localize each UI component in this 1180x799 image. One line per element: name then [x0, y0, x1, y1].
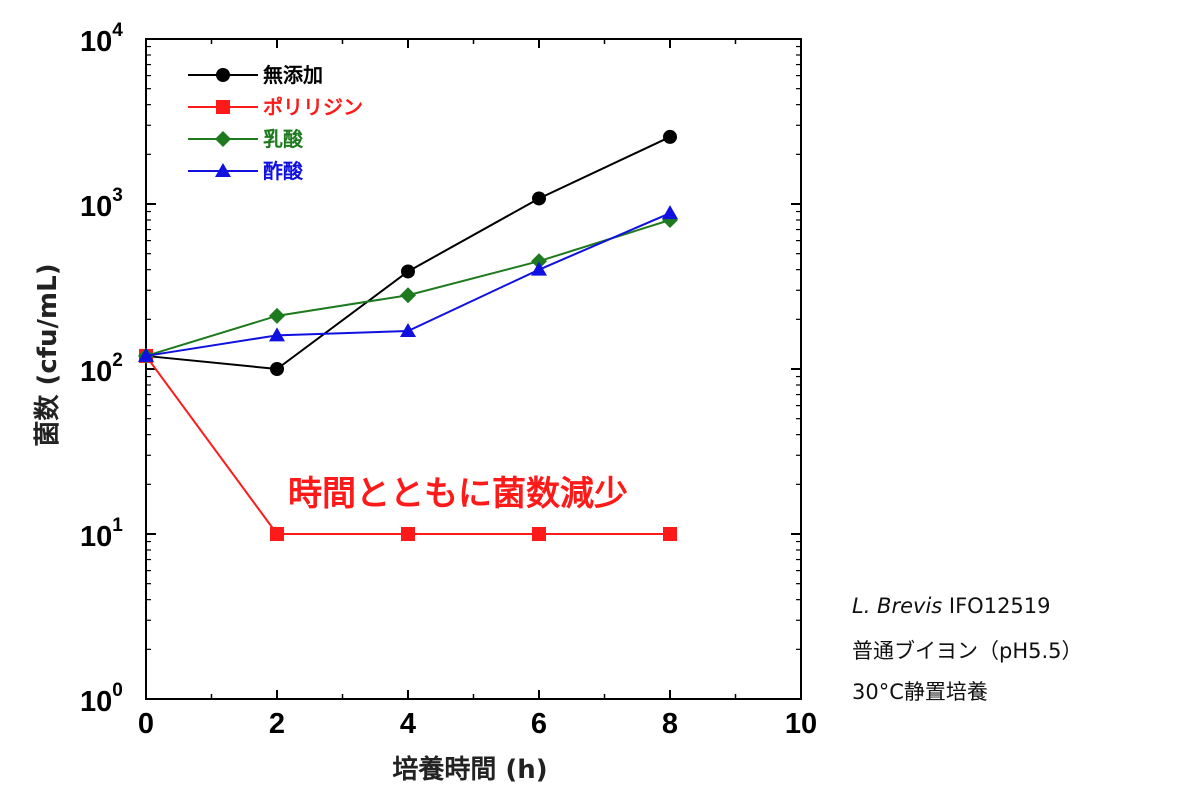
y-tick-label: 101 [80, 515, 123, 553]
data-point [663, 129, 677, 144]
data-point [270, 362, 284, 376]
legend-label: 無添加 [263, 63, 323, 87]
x-tick-labels: 0 2 4 6 8 10 [138, 708, 817, 740]
x-tick-label: 4 [400, 708, 416, 740]
data-point [269, 307, 285, 324]
data-point [532, 191, 546, 206]
legend-marker [216, 100, 230, 114]
organism-name: L. Brevis [852, 594, 943, 618]
data-point [400, 322, 416, 337]
chart-annotation: 時間とともに菌数減少 [288, 474, 628, 514]
data-point [662, 205, 678, 220]
x-tick-label: 2 [269, 708, 285, 740]
series-circle [139, 129, 677, 376]
info-line-condition: 30°C静置培養 [852, 676, 988, 706]
x-tick-label: 6 [531, 708, 547, 740]
data-point [532, 527, 546, 541]
series-triangle [138, 205, 678, 362]
condition-text: 30°C静置培養 [852, 680, 988, 704]
x-axis-title: 培養時間 (h) [392, 755, 547, 785]
data-point [531, 253, 547, 270]
x-tick-label: 0 [138, 708, 154, 740]
y-tick-label: 104 [80, 20, 123, 58]
y-axis-title: 菌数 (cfu/mL) [33, 263, 63, 446]
legend-label: ポリリジン [263, 95, 363, 119]
strain-id: IFO12519 [948, 594, 1051, 618]
y-tick-labels: 100 101 102 103 104 [80, 20, 123, 718]
data-point [138, 347, 154, 362]
data-point [401, 527, 415, 541]
data-point [400, 287, 416, 304]
legend-label: 酢酸 [263, 159, 304, 183]
axis-ticks [145, 38, 802, 700]
data-point [531, 261, 547, 276]
info-line-medium: 普通ブイヨン（pH5.5） [852, 635, 1083, 665]
y-tick-label: 102 [80, 350, 123, 388]
x-tick-label: 8 [662, 708, 678, 740]
y-tick-label: 100 [80, 680, 123, 718]
series-diamond [138, 211, 678, 364]
data-point [401, 264, 415, 279]
x-tick-label: 10 [785, 708, 817, 740]
info-line-strain: L. Brevis IFO12519 [852, 594, 1051, 618]
y-tick-label: 103 [80, 185, 123, 223]
series-layer [138, 129, 678, 541]
data-point [663, 527, 677, 541]
legend-marker [216, 68, 230, 82]
data-point [270, 527, 284, 541]
legend-marker [215, 131, 231, 147]
legend-label: 乳酸 [263, 127, 304, 151]
medium-text: 普通ブイヨン（pH5.5） [852, 639, 1083, 663]
legend-marker [215, 163, 231, 177]
data-point [269, 327, 285, 342]
